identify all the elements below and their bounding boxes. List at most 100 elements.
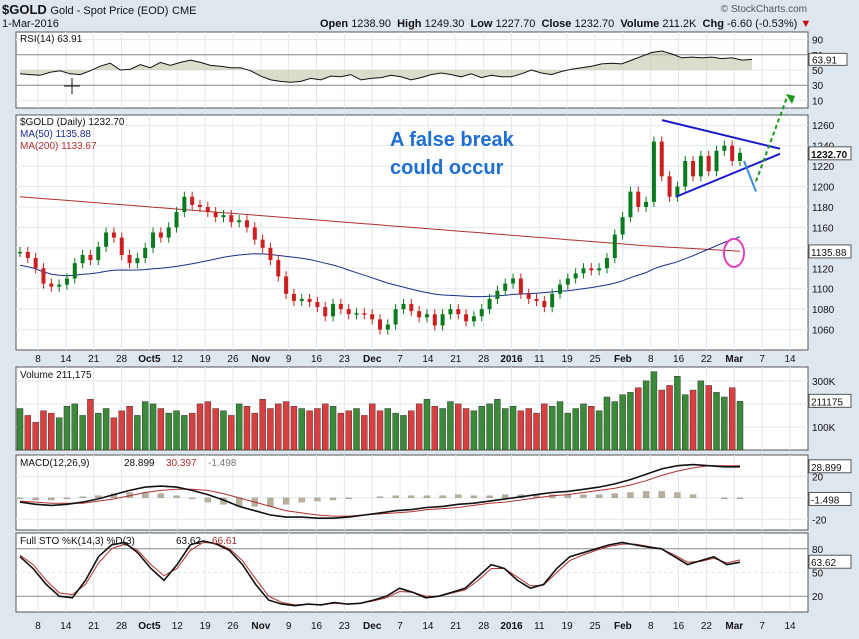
candle-body — [714, 150, 719, 172]
candle-body — [511, 278, 516, 284]
ohlc-readout: Open 1238.90 High 1249.30 Low 1227.70 Cl… — [320, 18, 811, 30]
candle-body — [636, 191, 641, 207]
candle-body — [229, 215, 234, 223]
stoch-last-label: 63.62 — [811, 558, 836, 569]
volume-bar — [494, 399, 501, 451]
high-label: High — [397, 18, 422, 30]
macd-histogram-bar — [611, 493, 618, 499]
macd-legend-value: 28.899 — [124, 458, 155, 469]
candle-body — [284, 276, 289, 294]
candle-body — [659, 141, 664, 177]
candle-body — [119, 237, 124, 255]
candle-body — [495, 290, 500, 299]
x-tick-label-bottom: 21 — [88, 621, 100, 632]
volume-bar — [345, 410, 352, 451]
volume-bar — [329, 405, 337, 451]
candle-body — [96, 246, 101, 261]
ma50-line — [19, 236, 741, 298]
macd-histogram-bar — [298, 497, 305, 503]
volume-bar — [110, 417, 118, 451]
candle-body — [644, 201, 649, 207]
stoch-k-line — [19, 540, 741, 607]
x-tick-label-price: 8 — [35, 354, 41, 365]
volume-bar — [282, 401, 290, 451]
x-tick-label-price: 26 — [227, 354, 239, 365]
candle-body — [299, 298, 304, 301]
x-tick-label-price: 7 — [397, 354, 403, 365]
macd-histogram-bar — [48, 497, 55, 501]
y-tick-label-volume: 100K — [812, 423, 836, 434]
x-tick-label-price: Mar — [725, 354, 743, 365]
macd-legend-name: MACD(12,26,9) — [20, 458, 89, 469]
candle-body — [166, 227, 171, 238]
macd-last-box — [808, 459, 852, 474]
candle-body — [174, 212, 179, 228]
x-tick-label-bottom: 8 — [35, 621, 41, 632]
x-tick-label-bottom: Feb — [614, 621, 632, 632]
volume-bar — [705, 385, 712, 451]
volume-bar — [502, 408, 509, 451]
candle-body — [573, 273, 578, 279]
volume-bar — [63, 405, 71, 451]
candle-body — [464, 314, 469, 322]
description: Gold - Spot Price (EOD) — [50, 5, 169, 17]
volume-bar — [259, 399, 266, 451]
volume-bar — [220, 410, 227, 451]
upper-trendline — [661, 119, 781, 150]
volume-bar — [228, 415, 235, 451]
candle-body — [424, 314, 429, 318]
macd-histogram-bar — [204, 497, 211, 503]
volume-bar — [603, 396, 611, 451]
macd-legend-signal: 30.397 — [166, 458, 197, 469]
volume-bar — [298, 408, 305, 451]
volume-bar — [415, 403, 423, 451]
close-label: Close — [541, 18, 572, 30]
x-tick-label-price: 16 — [673, 354, 685, 365]
candle-body — [440, 314, 445, 326]
candle-body — [252, 227, 257, 240]
volume-bar — [564, 412, 572, 451]
candle-body — [291, 293, 296, 301]
x-tick-label-bottom: 14 — [784, 621, 796, 632]
candle-body — [323, 307, 328, 317]
x-tick-label-price: 14 — [60, 354, 72, 365]
y-tick-label-stoch: 50 — [812, 569, 824, 580]
macd-histogram-bar — [314, 497, 321, 502]
volume-bar — [595, 410, 603, 451]
macd-histogram-bar — [173, 495, 180, 499]
candle-body — [57, 284, 62, 287]
volume-bar — [40, 410, 47, 451]
volume-bar — [361, 415, 368, 451]
volume-bar — [431, 405, 438, 451]
x-tick-label-price: 25 — [589, 354, 601, 365]
price-legend: $GOLD (Daily) 1232.70 — [20, 117, 125, 128]
macd-histogram-bar — [595, 494, 603, 499]
volume-bar — [580, 403, 587, 451]
volume-bar — [71, 403, 78, 451]
macd-histogram-bar — [470, 495, 478, 499]
x-tick-label-bottom: 2016 — [500, 621, 523, 632]
candle-body — [221, 215, 226, 218]
volume-bar — [462, 408, 470, 451]
volume-bar — [188, 412, 196, 451]
volume-bar — [275, 403, 282, 451]
volume-bar — [455, 403, 462, 451]
volume-bar — [525, 408, 532, 451]
candle-body — [190, 196, 195, 205]
candle-body — [370, 314, 375, 320]
volume-bar — [376, 410, 384, 451]
x-tick-label-price: 16 — [311, 354, 323, 365]
chart-title: $GOLD Gold - Spot Price (EOD) CME — [2, 2, 196, 17]
candle-body — [393, 309, 398, 325]
volume-bar — [486, 403, 493, 451]
x-tick-label-price: 21 — [88, 354, 100, 365]
volume-bar — [243, 405, 251, 451]
x-tick-label-price: Dec — [363, 354, 382, 365]
candle-body — [730, 145, 735, 161]
volume-bar — [674, 376, 681, 451]
volume-bar — [728, 387, 736, 451]
x-tick-label-bottom: 22 — [701, 621, 713, 632]
macd-histogram-bar — [502, 494, 509, 499]
macd-last-label: 28.899 — [811, 463, 842, 474]
volume-bar — [588, 405, 595, 451]
